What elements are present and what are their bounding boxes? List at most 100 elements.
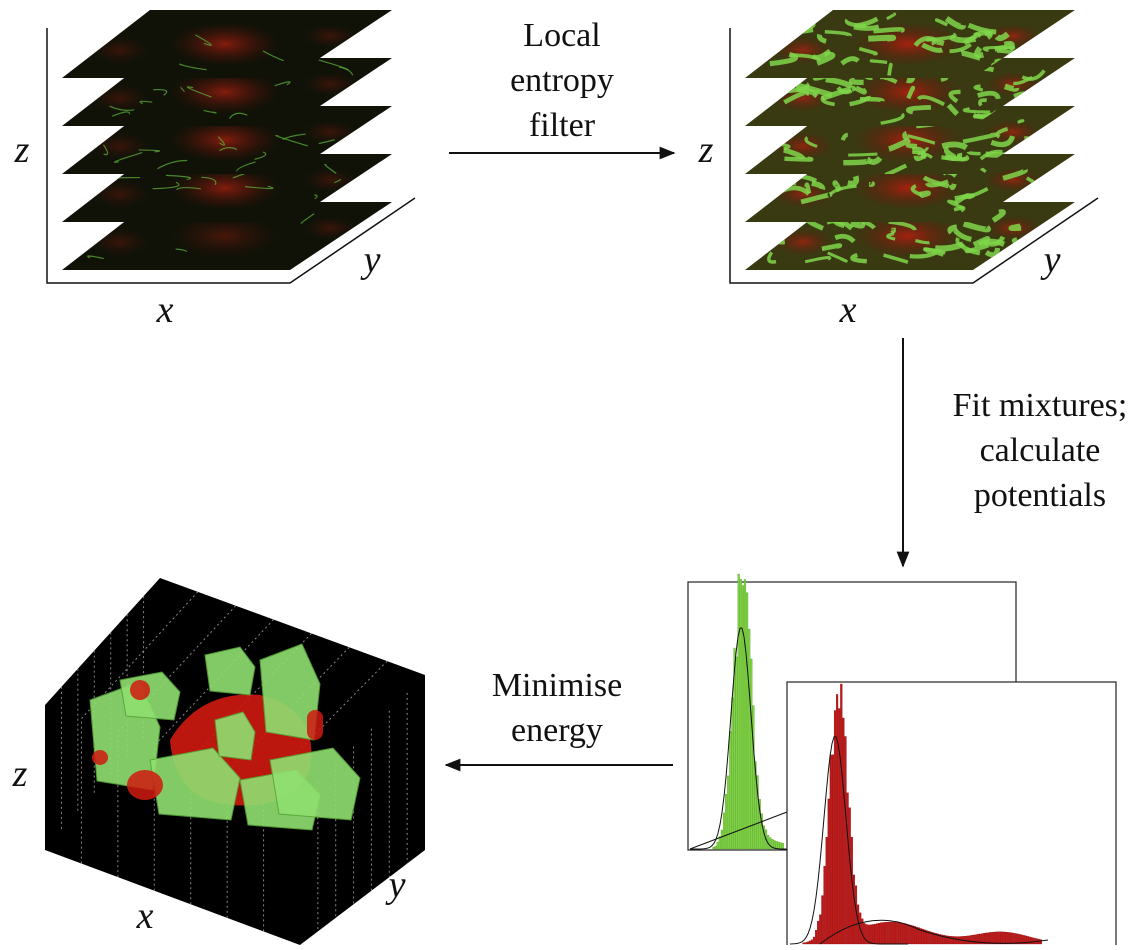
hist-bar <box>727 776 729 849</box>
process <box>908 145 917 146</box>
hist-bar <box>966 936 968 944</box>
hist-bar <box>809 941 811 944</box>
process <box>785 180 796 184</box>
hist-bar <box>1002 932 1004 944</box>
hist-bar <box>912 926 914 944</box>
figure: Local entropy filter Fit mixtures; calcu… <box>0 0 1136 945</box>
hist-bar <box>717 842 719 849</box>
axis-label: y <box>360 239 381 281</box>
step-label: filter <box>529 107 596 144</box>
hist-bar <box>803 943 805 944</box>
hist-bar <box>750 659 752 849</box>
hist-bar <box>780 843 782 849</box>
process <box>889 65 891 76</box>
hist-bar <box>813 937 815 944</box>
hist-bar <box>738 574 740 849</box>
hist-bar <box>1040 940 1042 944</box>
hist-bar <box>740 579 742 849</box>
axis-label: z <box>14 129 30 171</box>
hist-bar <box>887 922 889 944</box>
hist-bar <box>973 935 975 944</box>
process <box>851 80 863 82</box>
hist-bar <box>891 922 893 944</box>
hist-bar <box>1032 938 1034 944</box>
hist-bar <box>807 942 809 944</box>
hist-bar <box>914 926 916 944</box>
hist-bar <box>893 922 895 944</box>
hist-bar <box>994 932 996 944</box>
hist-bar <box>906 924 908 944</box>
hist-bar <box>1029 937 1031 944</box>
step-label: Local <box>523 17 600 54</box>
hist-bar <box>903 923 905 944</box>
hist-bar <box>1006 932 1008 944</box>
hist-bar <box>971 935 973 944</box>
hist-bar <box>849 808 851 944</box>
axis-label: x <box>136 895 154 937</box>
step-label: calculate <box>980 432 1101 469</box>
process <box>1033 187 1056 194</box>
nucleus <box>302 168 358 192</box>
nucleus <box>302 72 358 96</box>
step-label: Fit mixtures; <box>953 387 1128 424</box>
hist-bar <box>1000 932 1002 944</box>
hist-bar <box>840 684 842 944</box>
hist-bar <box>746 593 748 849</box>
hist-bar <box>713 847 715 849</box>
process <box>995 46 1010 49</box>
hist-bar <box>910 925 912 944</box>
segmentation-render <box>45 578 425 945</box>
nucleus <box>90 132 150 160</box>
process <box>951 184 954 188</box>
hist-bar <box>880 923 882 944</box>
hist-bar <box>725 794 727 849</box>
hist-bar <box>916 927 918 944</box>
hist-bar <box>950 936 952 944</box>
hist-bar <box>1008 932 1010 944</box>
axis-label: y <box>385 864 406 906</box>
process <box>1011 226 1021 229</box>
hist-bar <box>748 629 750 849</box>
hist-bar <box>975 935 977 944</box>
hist-bar <box>811 940 813 944</box>
hist-bar <box>895 922 897 944</box>
hist-bar <box>899 923 901 944</box>
hist-bar <box>732 698 734 849</box>
hist-bar <box>769 838 771 849</box>
hist-bar <box>736 657 738 849</box>
hist-bar <box>954 937 956 944</box>
hist-bar <box>870 925 872 944</box>
hist-bar <box>876 924 878 944</box>
process <box>968 152 980 154</box>
hist-bar <box>721 830 723 849</box>
hist-bar <box>805 943 807 944</box>
hist-bar <box>1015 933 1017 944</box>
hist-bar <box>908 925 910 944</box>
hist-bar <box>901 923 903 944</box>
axis-label: z <box>12 753 28 795</box>
process <box>1024 139 1031 145</box>
hist-bar <box>776 841 778 849</box>
nucleus <box>90 180 150 208</box>
hist-bar <box>998 932 1000 944</box>
nucleus <box>302 216 358 240</box>
process <box>871 61 887 63</box>
hist-bar <box>990 932 992 944</box>
hist-bar <box>956 937 958 944</box>
process <box>1014 94 1029 100</box>
hist-bar <box>828 799 830 944</box>
step-label: potentials <box>974 477 1106 514</box>
hist-bar <box>753 706 755 849</box>
red-volume <box>130 680 150 700</box>
process <box>770 236 785 242</box>
hist-bar <box>834 710 836 944</box>
nucleus <box>170 22 280 66</box>
hist-bar <box>853 875 855 944</box>
hist-bar <box>889 922 891 944</box>
hist-bar <box>838 709 840 944</box>
red-volume <box>127 770 163 800</box>
hist-bar <box>897 922 899 944</box>
hist-bar <box>819 915 821 944</box>
process <box>822 246 840 249</box>
process <box>1014 240 1021 243</box>
